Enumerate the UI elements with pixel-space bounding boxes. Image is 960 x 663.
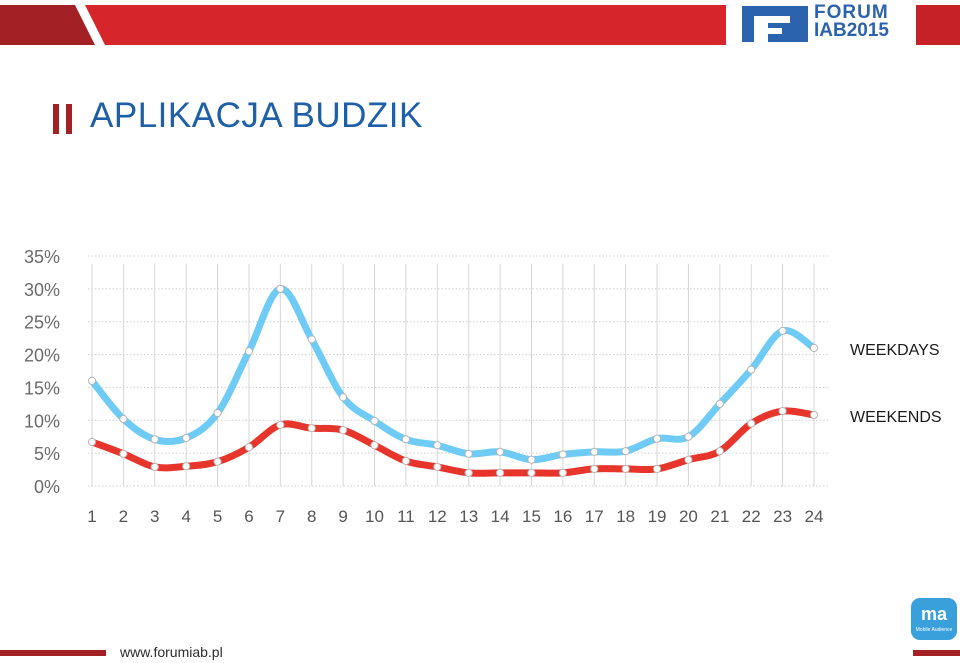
x-tick-label: 20: [679, 507, 698, 526]
data-point-weekends: [778, 406, 787, 416]
x-tick-label: 22: [742, 507, 761, 526]
x-tick-label: 14: [491, 507, 510, 526]
x-tick-label: 10: [365, 507, 384, 526]
data-point-weekends: [558, 468, 567, 477]
data-point-weekends: [464, 468, 473, 477]
data-point-weekends: [495, 468, 505, 477]
data-point-weekdays: [495, 447, 505, 456]
data-point-weekdays: [684, 432, 693, 441]
y-tick-label: 15%: [24, 378, 60, 398]
x-tick-label: 2: [119, 507, 128, 526]
data-point-weekdays: [715, 399, 724, 408]
logo-forum-text: FORUM: [814, 2, 889, 23]
data-point-weekdays: [276, 284, 285, 293]
logo-iab-text: IAB2015: [814, 20, 889, 41]
data-point-weekends: [652, 464, 662, 474]
forum-iab-logo: FORUM IAB2015: [742, 2, 910, 44]
x-tick-label: 15: [522, 507, 541, 526]
logo-mark-icon: [742, 6, 808, 42]
x-tick-label: 17: [585, 507, 604, 526]
data-point-weekdays: [809, 343, 819, 353]
y-tick-label: 20%: [24, 346, 60, 366]
data-point-weekends: [809, 410, 819, 420]
data-point-weekends: [433, 462, 442, 472]
data-point-weekends: [621, 464, 630, 474]
data-point-weekends: [307, 424, 316, 433]
x-tick-label: 7: [276, 507, 285, 526]
data-point-weekends: [244, 443, 254, 452]
x-tick-label: 6: [244, 507, 253, 526]
y-tick-label: 35%: [24, 247, 60, 267]
x-tick-label: 11: [397, 507, 415, 526]
x-tick-label: 12: [428, 507, 447, 526]
series-line-weekdays: [88, 285, 818, 464]
y-tick-label: 5%: [34, 444, 60, 464]
y-tick-label: 0%: [34, 477, 60, 497]
y-tick-label: 10%: [24, 411, 60, 431]
data-point-weekends: [213, 457, 222, 466]
y-tick-label: 30%: [24, 280, 60, 300]
x-tick-label: 4: [181, 507, 190, 526]
data-point-weekdays: [652, 434, 662, 443]
line-chart: 35%30%25%20%15%10%5%0%1 2 3 4 5 6 7 8 9 10 11 12 13 1…: [24, 247, 942, 526]
header-banner: [0, 5, 960, 45]
data-point-weekends: [747, 419, 756, 428]
x-tick-label: 16: [553, 507, 572, 526]
x-tick-label: 13: [459, 507, 478, 526]
data-point-weekdays: [527, 455, 536, 464]
x-tick-label: 8: [307, 507, 316, 526]
data-point-weekdays: [558, 450, 567, 459]
data-point-weekdays: [307, 335, 316, 344]
x-tick-label: 23: [773, 507, 792, 526]
x-tick-label: 5: [213, 507, 222, 526]
data-point-weekdays: [182, 433, 191, 443]
data-point-weekends: [150, 462, 159, 472]
title-accent: [53, 104, 75, 134]
x-tick-label: 21: [710, 507, 729, 526]
data-point-weekends: [276, 420, 285, 429]
footer-url[interactable]: www.forumiab.pl: [120, 644, 223, 660]
data-point-weekdays: [778, 326, 787, 336]
footer-accent-left: [0, 650, 106, 656]
data-point-weekdays: [339, 393, 348, 402]
data-point-weekends: [590, 464, 599, 474]
data-point-weekdays: [370, 416, 379, 426]
data-point-weekdays: [747, 365, 756, 374]
data-point-weekends: [119, 449, 128, 458]
data-point-weekends: [339, 426, 348, 435]
data-point-weekdays: [433, 441, 442, 450]
data-point-weekdays: [244, 347, 254, 356]
data-point-weekdays: [150, 435, 159, 444]
x-tick-label: 24: [805, 507, 824, 526]
legend-label-weekdays: WEEKDAYS: [850, 342, 940, 359]
y-tick-label: 25%: [24, 313, 60, 333]
data-point-weekdays: [401, 435, 411, 444]
x-tick-label: 1: [87, 507, 96, 526]
footer-accent-right: [913, 650, 960, 656]
data-point-weekends: [684, 455, 693, 464]
data-point-weekdays: [590, 447, 599, 456]
badge-subtext: Mobile Audience: [915, 627, 953, 633]
data-point-weekdays: [119, 414, 128, 424]
x-tick-label: 19: [648, 507, 667, 526]
legend-label-weekends: WEEKENDS: [850, 409, 942, 426]
x-tick-label: 18: [616, 507, 635, 526]
data-point-weekends: [401, 456, 411, 466]
data-point-weekends: [87, 437, 97, 447]
data-point-weekends: [527, 468, 536, 477]
page-title: APLIKACJA BUDZIK: [90, 96, 423, 135]
x-tick-label: 9: [338, 507, 347, 526]
data-point-weekdays: [87, 376, 97, 385]
data-point-weekdays: [464, 449, 473, 458]
data-point-weekends: [182, 462, 191, 471]
data-point-weekdays: [621, 447, 630, 456]
mobile-audience-logo: ma Mobile Audience: [911, 598, 957, 640]
data-point-weekdays: [213, 408, 222, 418]
data-point-weekends: [715, 447, 724, 456]
data-point-weekends: [370, 441, 379, 450]
badge-text: ma: [920, 604, 947, 624]
x-tick-label: 3: [150, 507, 159, 526]
